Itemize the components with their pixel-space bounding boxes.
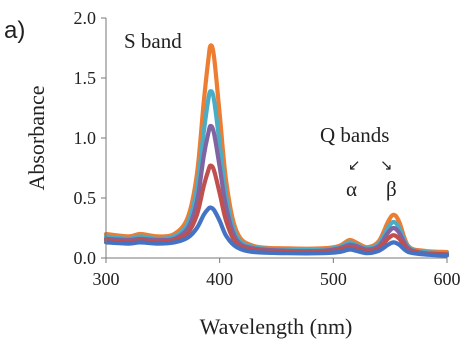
series-line-5 bbox=[103, 205, 450, 258]
q-bands-label: Q bands bbox=[320, 123, 389, 147]
alpha-arrow-icon: ↙ bbox=[348, 157, 361, 174]
beta-arrow-icon: ↘ bbox=[380, 157, 393, 174]
y-tick-label: 1.5 bbox=[74, 68, 97, 88]
y-tick-label: 2.0 bbox=[74, 8, 97, 28]
s-band-label: S band bbox=[124, 29, 182, 53]
y-tick-label: 0.0 bbox=[74, 248, 97, 268]
series-line-1 bbox=[103, 43, 450, 255]
y-ticks: 0.0 0.5 1.0 1.5 2.0 bbox=[74, 8, 106, 268]
x-tick-label: 500 bbox=[320, 269, 347, 289]
alpha-label: α bbox=[346, 177, 357, 201]
beta-label: β bbox=[386, 177, 397, 201]
y-tick-label: 0.5 bbox=[74, 188, 97, 208]
series-layer bbox=[103, 43, 450, 258]
x-ticks: 300 400 500 600 bbox=[93, 258, 461, 289]
y-axis-label: Absorbance bbox=[24, 85, 49, 190]
panel-label: a) bbox=[4, 17, 25, 44]
x-tick-label: 600 bbox=[434, 269, 461, 289]
y-tick-label: 1.0 bbox=[74, 128, 97, 148]
x-tick-label: 300 bbox=[93, 269, 120, 289]
x-tick-label: 400 bbox=[206, 269, 233, 289]
x-axis-label: Wavelength (nm) bbox=[200, 314, 353, 339]
series-line-4 bbox=[103, 163, 450, 257]
